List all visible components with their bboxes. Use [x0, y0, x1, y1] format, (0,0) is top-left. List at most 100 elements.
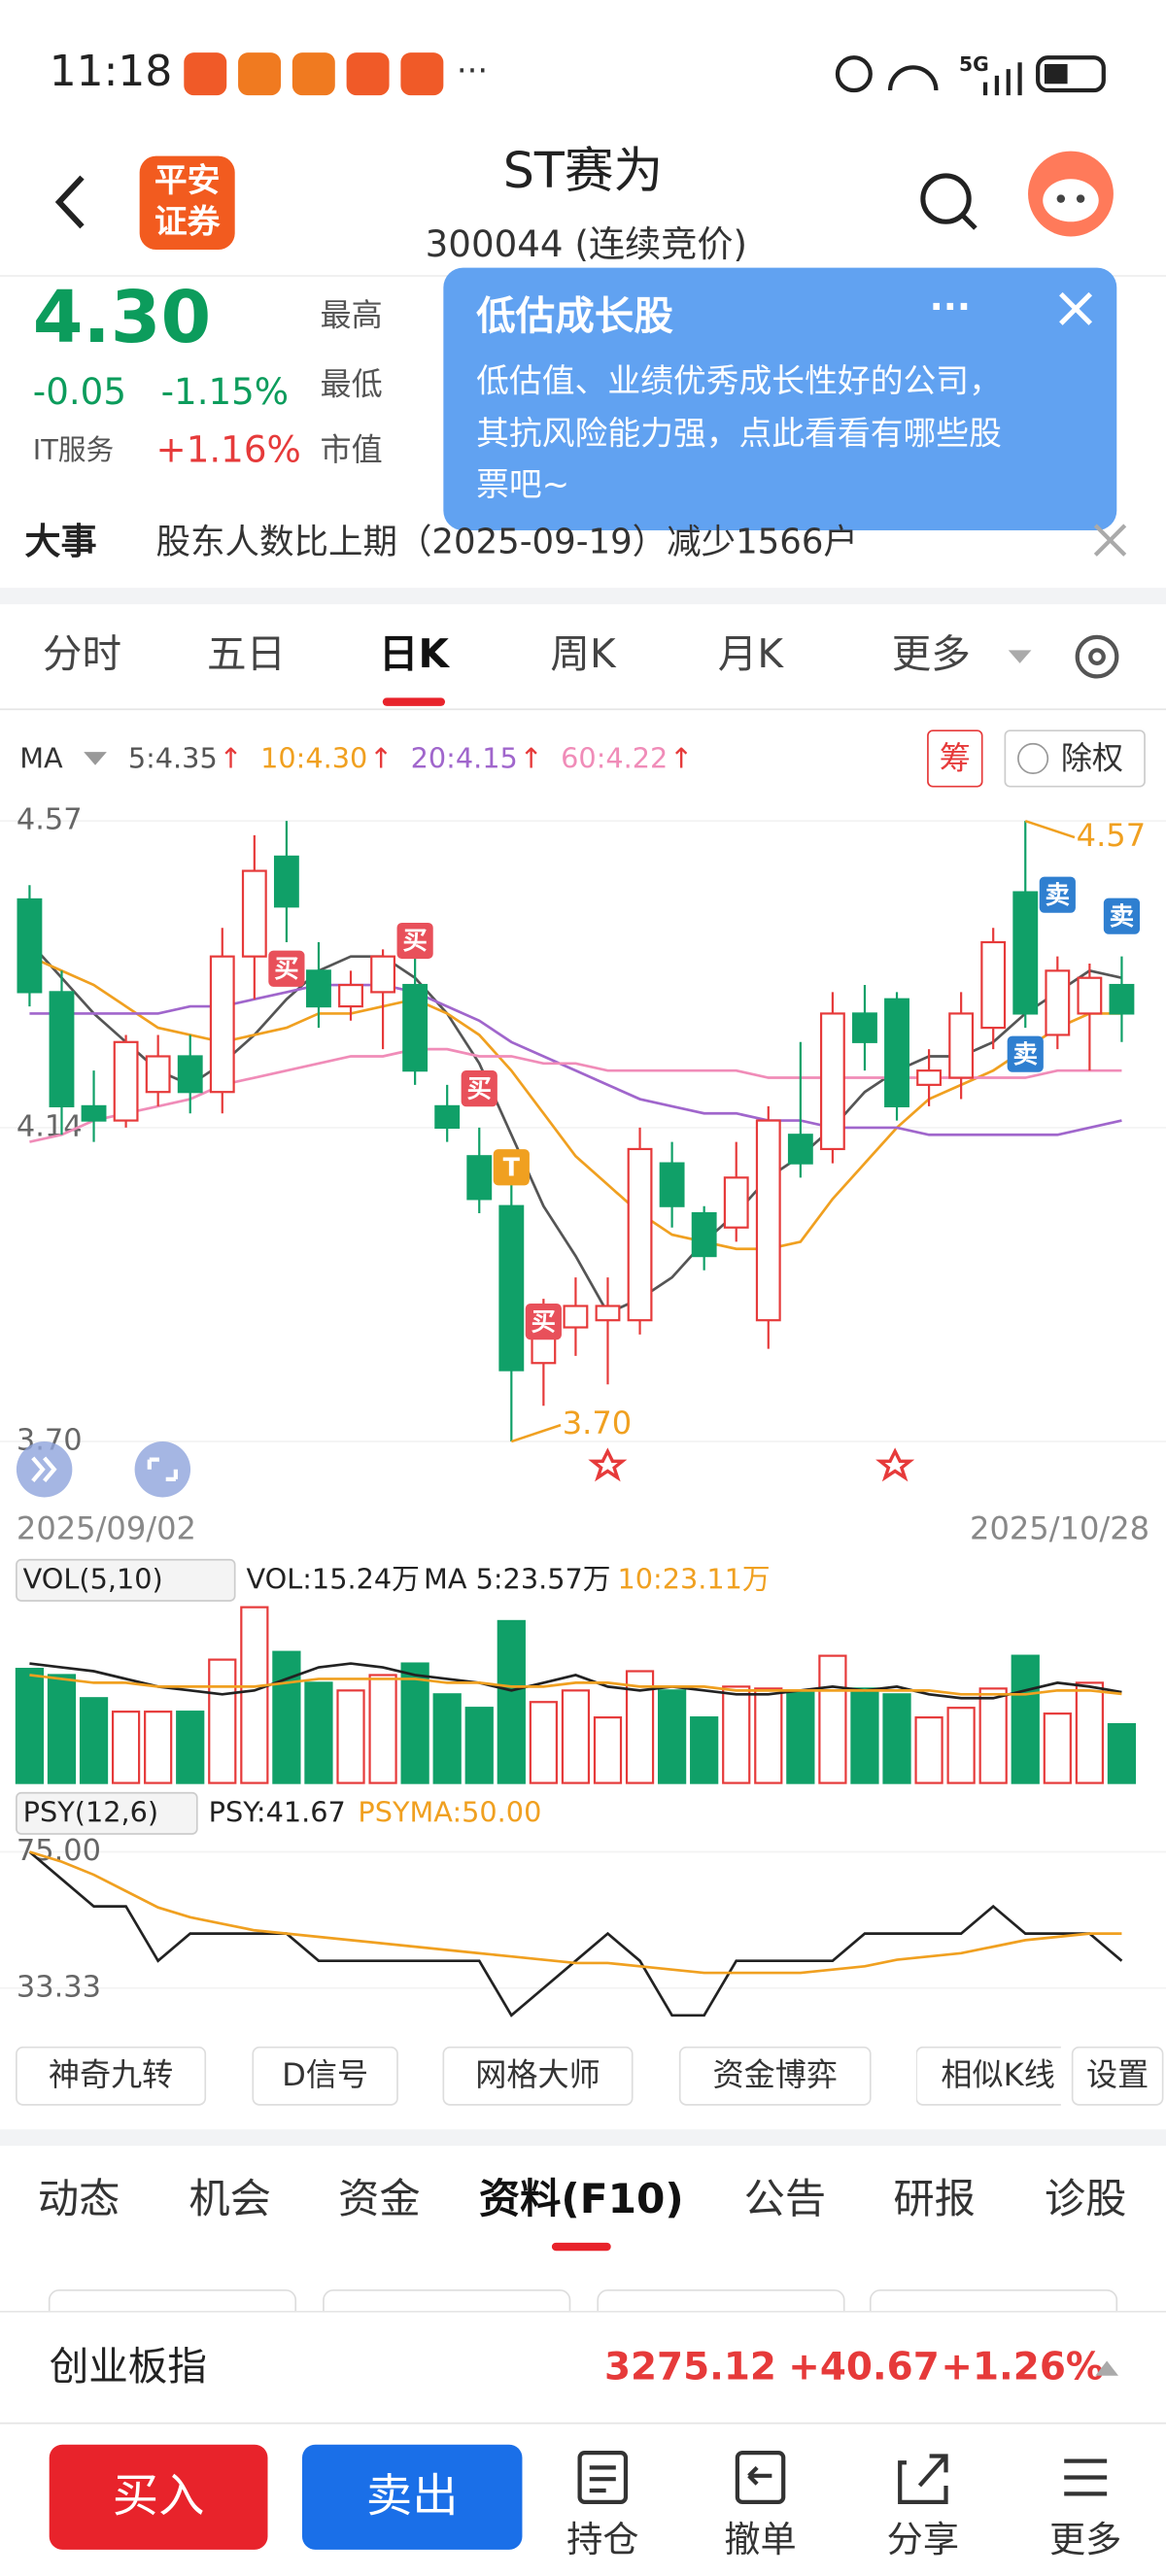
volume-bar [978, 1687, 1008, 1784]
buy-button[interactable] [49, 2444, 268, 2550]
event-stars[interactable] [588, 1447, 915, 1482]
section-tab[interactable]: 机会 [189, 2175, 271, 2222]
avatar[interactable] [1028, 151, 1114, 237]
volume-bar [722, 1685, 751, 1784]
chip-button[interactable] [927, 729, 983, 788]
ma-legend-item: 20:4.15 [411, 742, 518, 775]
quote-label: 最低 [321, 365, 383, 402]
tab[interactable]: 分时 [43, 630, 121, 677]
popup-more[interactable]: ··· [930, 285, 971, 327]
trade-marker[interactable] [396, 922, 433, 960]
news-close[interactable] [1093, 524, 1127, 557]
candle-body [884, 998, 909, 1107]
indicator-chip[interactable] [16, 1791, 198, 1835]
back-button[interactable] [54, 175, 85, 229]
section-tab[interactable]: 资金 [338, 2175, 421, 2222]
trade-marker[interactable] [525, 1304, 562, 1340]
candle-body [273, 855, 299, 908]
popup[interactable]: 低估成长股 ··· 低估值、业绩优秀成长性好的公司， 其抗风险能力强，点此看看有… [443, 267, 1117, 530]
candle-body [209, 955, 235, 1094]
indicator-legend: VOL:15.24万 [247, 1563, 420, 1596]
volume-bar [497, 1619, 526, 1784]
tool-button[interactable]: 相似K线 [916, 2046, 1133, 2106]
ma-legend-arrow: ↑ [219, 742, 242, 775]
trade-marker[interactable] [461, 1070, 497, 1107]
extreme-label: 4.57 [1077, 817, 1146, 854]
candle-body [595, 1305, 621, 1322]
logo-text: 平安 [154, 161, 221, 199]
volume-bar [882, 1693, 911, 1784]
volume-bar [47, 1674, 77, 1784]
tool-button-box [442, 2046, 634, 2106]
news-text[interactable]: 股东人数比上期（2025-09-19）减少1566户 [156, 523, 858, 562]
section-tab[interactable]: 资料(F10) [479, 2175, 684, 2222]
ma-legend-item: 10:4.30 [260, 742, 367, 775]
volume-bar [529, 1701, 558, 1784]
section-tab[interactable]: 公告 [744, 2175, 826, 2222]
tab[interactable]: 五日 [207, 630, 286, 677]
ma-legend-item: 5:4.35 [128, 742, 218, 775]
volume-bar [946, 1707, 976, 1784]
sell-button-text: 卖出 [366, 2469, 459, 2523]
trade-marker-text: 卖 [1110, 901, 1134, 931]
tab[interactable]: 日K [379, 630, 451, 677]
tab[interactable]: 月K [718, 630, 785, 677]
chip-button-text: 筹 [940, 740, 971, 777]
indicator-legend[interactable]: VOL(5,10) [23, 1563, 163, 1596]
sell-button[interactable] [301, 2444, 523, 2550]
settings-icon[interactable] [1075, 634, 1119, 679]
trade-marker[interactable] [1039, 876, 1076, 913]
section-tab[interactable]: 诊股 [1045, 2175, 1127, 2222]
popup-close[interactable] [1059, 291, 1093, 325]
extreme-label: 3.70 [563, 1405, 633, 1441]
bottom-icons[interactable] [577, 2451, 1108, 2504]
volume-bar [1107, 1723, 1137, 1784]
volume-bar [1043, 1712, 1072, 1784]
indicator-chip[interactable] [16, 1558, 236, 1602]
section-tab[interactable]: 研报 [893, 2175, 976, 2222]
volume-bar [625, 1670, 655, 1784]
ma-legend-arrow: ↑ [669, 742, 693, 775]
index-bar[interactable] [0, 2311, 1166, 2423]
expand-arrow[interactable] [1095, 2360, 1118, 2376]
rights-button-text: 除权 [1061, 740, 1123, 777]
volume-bar [208, 1658, 237, 1784]
trade-marker[interactable] [493, 1149, 530, 1186]
trade-marker[interactable] [1103, 898, 1141, 934]
tool-button-text: 神奇九转 [49, 2056, 173, 2093]
nav-buttons[interactable] [16, 1441, 191, 1498]
candle-body [81, 1104, 107, 1122]
candle-body [1109, 983, 1135, 1015]
stock-subtitle: 300044 (连续竞价) [426, 222, 747, 265]
trade-marker-text: 卖 [1013, 1039, 1038, 1068]
trade-marker[interactable] [1007, 1035, 1044, 1072]
trade-marker[interactable] [268, 950, 305, 987]
section-tab[interactable]: 动态 [38, 2175, 120, 2222]
volume-bar [336, 1689, 365, 1784]
tool-button[interactable]: 神奇九转 [16, 2046, 207, 2106]
candle-body [627, 1147, 653, 1322]
volume-bar [432, 1693, 462, 1784]
tab[interactable]: 更多 [892, 630, 971, 677]
tool-button[interactable]: 资金博弈 [678, 2046, 872, 2106]
popup-line: 其抗风险能力强，点此看看有哪些股 [476, 414, 1002, 452]
candle-body [1045, 969, 1071, 1036]
candle-body [177, 1055, 203, 1094]
trade-marker-text: 卖 [1046, 880, 1070, 909]
ma-line [28, 955, 1122, 1251]
volume-bar [1075, 1681, 1104, 1784]
extreme-pointer [1024, 819, 1076, 839]
rights-button[interactable] [1004, 729, 1146, 788]
tool-button[interactable]: 设置 [1071, 2046, 1164, 2106]
tool-button-text: D信号 [282, 2056, 368, 2093]
indicator-legend[interactable]: PSY(12,6) [23, 1796, 158, 1829]
search-button[interactable] [920, 173, 977, 230]
indicator-legend: PSY:41.67 [209, 1796, 346, 1829]
tab[interactable]: 周K [550, 630, 617, 677]
tool-button[interactable]: 网格大师 [442, 2046, 634, 2106]
volume-bar [304, 1681, 333, 1784]
popup-line: 低估值、业绩优秀成长性好的公司， [476, 361, 1002, 399]
tool-button[interactable]: D信号 [252, 2046, 398, 2106]
trade-marker-text: 买 [402, 926, 427, 955]
